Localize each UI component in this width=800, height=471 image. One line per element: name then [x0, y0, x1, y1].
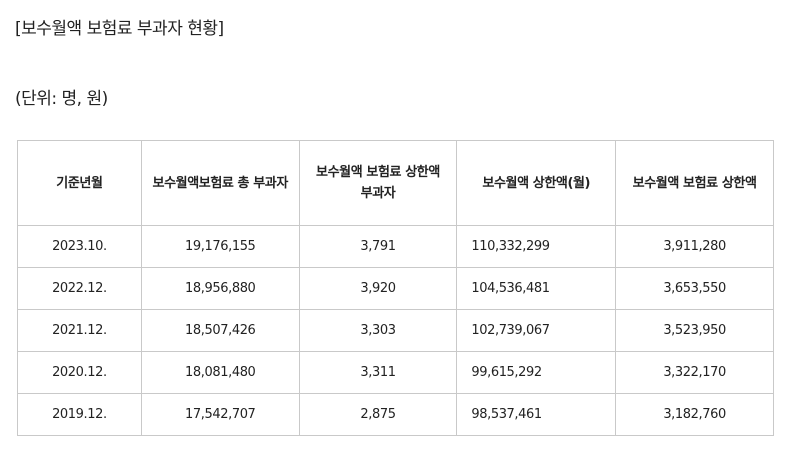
table-header-row: 기준년월 보수월액보험료 총 부과자 보수월액 보험료 상한액 부과자 보수월액…	[17, 140, 774, 226]
table-row: 2021.12. 18,507,426 3,303 102,739,067 3,…	[17, 309, 774, 352]
cell-cap-subscribers: 3,791	[298, 225, 458, 268]
header-cap-subscribers: 보수월액 보험료 상한액 부과자	[298, 140, 458, 226]
cell-cap-subscribers: 3,303	[298, 309, 458, 352]
header-monthly-cap: 보수월액 상한액(월)	[456, 140, 617, 226]
table-row: 2020.12. 18,081,480 3,311 99,615,292 3,3…	[17, 351, 774, 394]
header-premium-cap: 보수월액 보험료 상한액	[615, 140, 774, 226]
cell-premium-cap: 3,653,550	[615, 267, 774, 310]
cell-premium-cap: 3,322,170	[615, 351, 774, 394]
cell-total-subscribers: 19,176,155	[140, 225, 300, 268]
cell-monthly-cap: 110,332,299	[456, 225, 617, 268]
cell-total-subscribers: 18,507,426	[140, 309, 300, 352]
cell-base-month: 2022.12.	[17, 267, 142, 310]
cell-cap-subscribers: 3,311	[298, 351, 458, 394]
table-row: 2019.12. 17,542,707 2,875 98,537,461 3,1…	[17, 393, 774, 436]
cell-monthly-cap: 102,739,067	[456, 309, 617, 352]
cell-premium-cap: 3,182,760	[615, 393, 774, 436]
cell-total-subscribers: 18,081,480	[140, 351, 300, 394]
subscriber-table: 기준년월 보수월액보험료 총 부과자 보수월액 보험료 상한액 부과자 보수월액…	[17, 140, 774, 436]
cell-premium-cap: 3,911,280	[615, 225, 774, 268]
cell-cap-subscribers: 2,875	[298, 393, 458, 436]
table-row: 2023.10. 19,176,155 3,791 110,332,299 3,…	[17, 225, 774, 268]
cell-total-subscribers: 18,956,880	[140, 267, 300, 310]
header-total-subscribers: 보수월액보험료 총 부과자	[140, 140, 300, 226]
page-title: [보수월액 보험료 부과자 현황]	[15, 19, 224, 39]
cell-base-month: 2023.10.	[17, 225, 142, 268]
cell-monthly-cap: 104,536,481	[456, 267, 617, 310]
cell-cap-subscribers: 3,920	[298, 267, 458, 310]
cell-monthly-cap: 98,537,461	[456, 393, 617, 436]
cell-base-month: 2020.12.	[17, 351, 142, 394]
cell-monthly-cap: 99,615,292	[456, 351, 617, 394]
table-row: 2022.12. 18,956,880 3,920 104,536,481 3,…	[17, 267, 774, 310]
cell-premium-cap: 3,523,950	[615, 309, 774, 352]
cell-base-month: 2021.12.	[17, 309, 142, 352]
cell-base-month: 2019.12.	[17, 393, 142, 436]
header-base-month: 기준년월	[17, 140, 142, 226]
unit-note: (단위: 명, 원)	[15, 89, 108, 109]
cell-total-subscribers: 17,542,707	[140, 393, 300, 436]
